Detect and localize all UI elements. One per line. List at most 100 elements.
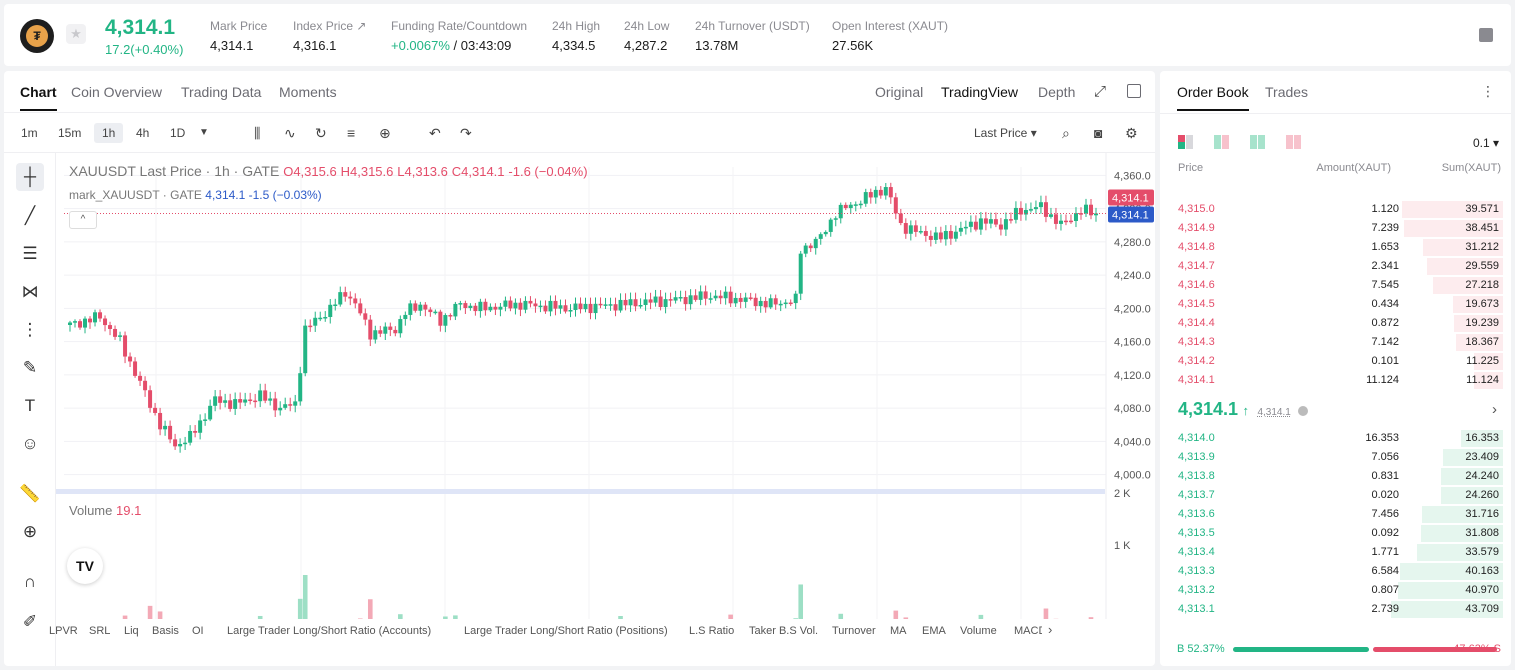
ask-row[interactable]: 4,315.0 1.120 39.571 bbox=[1160, 200, 1511, 219]
ask-row[interactable]: 4,314.2 0.101 11.225 bbox=[1160, 352, 1511, 371]
mid-price[interactable]: 4,314.1 ↑ 4,314.1 bbox=[1178, 399, 1309, 420]
indicator-volume[interactable]: Volume bbox=[960, 625, 997, 637]
expand-icon[interactable]: ⤢ bbox=[1094, 83, 1107, 100]
brush-icon[interactable]: ✎ bbox=[22, 358, 38, 377]
timeframe-1h[interactable]: 1h bbox=[94, 123, 124, 143]
tab-moments[interactable]: Moments bbox=[279, 84, 337, 100]
favorite-star-icon[interactable]: ★ bbox=[66, 24, 86, 44]
undo-icon[interactable]: ↶ bbox=[429, 125, 441, 141]
candle-body bbox=[333, 304, 338, 306]
view-depth[interactable]: Depth bbox=[1038, 84, 1076, 100]
ask-amount: 0.434 bbox=[1371, 298, 1399, 310]
tab-coin-overview[interactable]: Coin Overview bbox=[71, 84, 163, 100]
indicator-lpvr[interactable]: LPVR bbox=[49, 625, 78, 637]
lock-drawing-icon[interactable]: ✐ bbox=[22, 612, 38, 631]
fullscreen-icon[interactable] bbox=[1127, 84, 1141, 98]
timeframe-15m[interactable]: 15m bbox=[58, 126, 82, 140]
bid-row[interactable]: 4,313.4 1.771 33.579 bbox=[1160, 543, 1511, 562]
redo-icon[interactable]: ↷ bbox=[460, 125, 472, 141]
indicator-large-trader-positions[interactable]: Large Trader Long/Short Ratio (Positions… bbox=[464, 625, 668, 637]
mode-both-icon[interactable] bbox=[1178, 135, 1194, 149]
candle-body bbox=[718, 295, 723, 299]
book-icon[interactable] bbox=[1479, 28, 1493, 42]
candle-body bbox=[133, 361, 138, 376]
indicator-ls-ratio[interactable]: L.S Ratio bbox=[689, 625, 735, 637]
mode-bids-icon[interactable] bbox=[1250, 135, 1266, 149]
indicator-taker-bs-vol[interactable]: Taker B.S Vol. bbox=[749, 625, 819, 637]
indicator-ma[interactable]: MA bbox=[890, 625, 907, 637]
bid-row[interactable]: 4,313.5 0.092 31.808 bbox=[1160, 524, 1511, 543]
ask-row[interactable]: 4,314.8 1.653 31.212 bbox=[1160, 238, 1511, 257]
bid-row[interactable]: 4,313.3 6.584 40.163 bbox=[1160, 562, 1511, 581]
trendline-icon[interactable]: ╱ bbox=[24, 206, 36, 225]
candle-type-icon[interactable]: ⫼ bbox=[254, 125, 261, 141]
ask-row[interactable]: 4,314.6 7.545 27.218 bbox=[1160, 276, 1511, 295]
info-icon[interactable] bbox=[1298, 405, 1309, 416]
scroll-right-icon[interactable]: › bbox=[1048, 622, 1053, 637]
tradingview-logo-icon[interactable]: TV bbox=[67, 548, 103, 584]
indicator-basis[interactable]: Basis bbox=[152, 625, 179, 637]
ask-row[interactable]: 4,314.5 0.434 19.673 bbox=[1160, 295, 1511, 314]
indicator-liq[interactable]: Liq bbox=[124, 625, 139, 637]
price-chart[interactable]: 4,360.04,320.04,280.04,240.04,200.04,160… bbox=[56, 153, 1155, 619]
collapse-legend-button[interactable]: ^ bbox=[69, 211, 97, 229]
bid-row[interactable]: 4,313.2 0.807 40.970 bbox=[1160, 581, 1511, 600]
ruler-icon[interactable]: 📏 bbox=[19, 484, 41, 503]
bid-sum: 31.716 bbox=[1465, 508, 1499, 520]
indicator-oi[interactable]: OI bbox=[192, 625, 204, 637]
fib-icon[interactable]: ⋮ bbox=[21, 320, 39, 339]
add-alert-icon[interactable]: ⊕ bbox=[379, 125, 391, 141]
price-tick-label: 4,280.0 bbox=[1114, 237, 1151, 249]
stat-index-price[interactable]: Index Price ↗ 4,316.1 bbox=[293, 19, 366, 53]
zoom-in-icon[interactable]: ⊕ bbox=[22, 522, 38, 541]
ask-row[interactable]: 4,314.1 11.124 11.124 bbox=[1160, 371, 1511, 390]
pattern-icon[interactable]: ⋈ bbox=[21, 282, 39, 301]
indicator-large-trader-accounts[interactable]: Large Trader Long/Short Ratio (Accounts) bbox=[227, 625, 432, 637]
emoji-icon[interactable]: ☺ bbox=[21, 434, 39, 453]
horizontal-lines-icon[interactable]: ☰ bbox=[22, 244, 38, 263]
tab-chart[interactable]: Chart bbox=[20, 84, 57, 111]
more-menu-icon[interactable]: ⋮ bbox=[1481, 83, 1495, 99]
text-icon[interactable]: T bbox=[24, 396, 36, 415]
refresh-icon[interactable]: ↻ bbox=[315, 125, 327, 141]
templates-icon[interactable]: ≡ bbox=[347, 125, 356, 141]
crosshair-icon[interactable]: ┼ bbox=[16, 163, 44, 191]
bid-row[interactable]: 4,314.0 16.353 16.353 bbox=[1160, 429, 1511, 448]
view-original[interactable]: Original bbox=[875, 84, 924, 100]
bid-row[interactable]: 4,313.9 7.056 23.409 bbox=[1160, 448, 1511, 467]
price-source-select[interactable]: Last Price ▾ bbox=[974, 126, 1037, 140]
ask-row[interactable]: 4,314.3 7.142 18.367 bbox=[1160, 333, 1511, 352]
bid-row[interactable]: 4,313.6 7.456 31.716 bbox=[1160, 505, 1511, 524]
tab-trading-data[interactable]: Trading Data bbox=[181, 84, 262, 100]
candle-body bbox=[808, 245, 813, 249]
indicator-macd[interactable]: MACD bbox=[1014, 625, 1042, 637]
timeframe-1d[interactable]: 1D bbox=[170, 126, 186, 140]
candle-body bbox=[643, 299, 648, 305]
tab-order-book[interactable]: Order Book bbox=[1177, 84, 1249, 111]
search-icon[interactable]: ⌕ bbox=[1062, 125, 1070, 141]
precision-select[interactable]: 0.1 ▾ bbox=[1472, 136, 1499, 150]
camera-icon[interactable]: ◙ bbox=[1094, 125, 1103, 141]
indicator-srl[interactable]: SRL bbox=[89, 625, 111, 637]
magnet-icon[interactable]: ∩ bbox=[23, 572, 37, 591]
timeframe-1m[interactable]: 1m bbox=[21, 126, 38, 140]
candle-body bbox=[203, 419, 208, 421]
bid-row[interactable]: 4,313.8 0.831 24.240 bbox=[1160, 467, 1511, 486]
view-tradingview[interactable]: TradingView bbox=[941, 84, 1019, 100]
settings-gear-icon[interactable]: ⚙ bbox=[1125, 125, 1138, 141]
ask-row[interactable]: 4,314.9 7.239 38.451 bbox=[1160, 219, 1511, 238]
mode-asks-icon[interactable] bbox=[1286, 135, 1302, 149]
ask-row[interactable]: 4,314.4 0.872 19.239 bbox=[1160, 314, 1511, 333]
ask-row[interactable]: 4,314.7 2.341 29.559 bbox=[1160, 257, 1511, 276]
bid-row[interactable]: 4,313.7 0.020 24.260 bbox=[1160, 486, 1511, 505]
timeframe-dropdown-icon[interactable]: ▼ bbox=[199, 127, 209, 138]
mode-split-icon[interactable] bbox=[1214, 135, 1230, 149]
candle-body bbox=[278, 407, 283, 411]
tab-trades[interactable]: Trades bbox=[1265, 84, 1309, 100]
bid-row[interactable]: 4,313.1 2.739 43.709 bbox=[1160, 600, 1511, 619]
chevron-right-icon[interactable]: › bbox=[1492, 401, 1497, 418]
indicators-icon[interactable]: ∿ bbox=[284, 125, 296, 141]
timeframe-4h[interactable]: 4h bbox=[136, 126, 150, 140]
indicator-turnover[interactable]: Turnover bbox=[832, 625, 876, 637]
indicator-ema[interactable]: EMA bbox=[922, 625, 946, 637]
